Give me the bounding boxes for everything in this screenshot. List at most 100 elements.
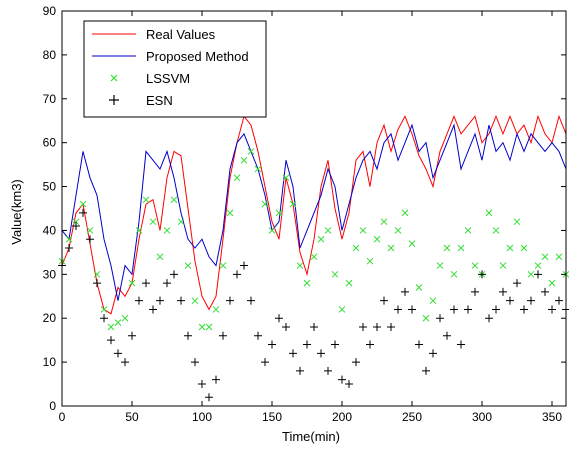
data-point: [408, 305, 416, 314]
data-point: [128, 279, 136, 287]
data-point: [492, 227, 500, 234]
data-point: [541, 253, 549, 261]
data-point: [345, 380, 353, 389]
y-tick-label: 80: [43, 48, 57, 62]
data-point: [527, 270, 535, 278]
data-point: [205, 393, 213, 402]
data-point: [324, 227, 332, 234]
data-point: [443, 331, 451, 340]
data-point: [86, 227, 94, 234]
series-1: [61, 123, 567, 301]
data-point: [247, 148, 255, 155]
data-point: [331, 270, 339, 278]
data-point: [520, 305, 528, 314]
data-point: [359, 227, 367, 234]
data-point: [422, 314, 430, 322]
data-point: [443, 244, 451, 252]
data-point: [177, 296, 185, 305]
data-point: [415, 340, 423, 349]
data-point: [135, 227, 143, 234]
data-point: [303, 279, 311, 287]
x-tick-label: 350: [542, 410, 562, 424]
data-point: [471, 262, 479, 269]
data-point: [142, 279, 150, 288]
data-point: [149, 218, 157, 226]
data-point: [163, 279, 171, 288]
data-point: [492, 305, 500, 314]
data-point: [387, 244, 395, 252]
data-point: [373, 235, 381, 243]
series-line-1: [61, 123, 567, 301]
data-point: [310, 253, 318, 261]
data-point: [240, 261, 248, 270]
data-point: [191, 297, 199, 305]
data-point: [317, 235, 325, 243]
data-point: [275, 209, 283, 217]
data-point: [247, 296, 255, 305]
data-point: [184, 262, 192, 269]
series-line-0: [61, 114, 567, 315]
data-point: [198, 380, 206, 389]
data-point: [149, 305, 157, 314]
data-point: [324, 366, 332, 375]
series-2: [58, 148, 569, 331]
legend-label: LSSVM: [146, 71, 190, 86]
legend-entry-3: ESN: [109, 93, 173, 108]
x-tick-label: 200: [332, 410, 352, 424]
data-point: [121, 358, 129, 367]
data-point: [394, 227, 402, 234]
data-point: [128, 331, 136, 340]
data-point: [345, 279, 353, 287]
data-point: [394, 305, 402, 314]
data-point: [114, 349, 122, 358]
data-point: [156, 253, 164, 261]
data-point: [380, 296, 388, 305]
data-point: [233, 174, 241, 182]
data-point: [555, 296, 563, 305]
data-point: [506, 296, 514, 305]
data-point: [114, 319, 122, 326]
data-point: [478, 270, 486, 279]
data-point: [191, 358, 199, 367]
data-point: [100, 314, 108, 323]
data-point: [513, 279, 521, 288]
data-point: [282, 174, 290, 182]
data-point: [233, 270, 241, 279]
series-3: [58, 208, 569, 402]
data-point: [79, 200, 87, 208]
data-point: [156, 296, 164, 305]
data-point: [212, 306, 220, 313]
y-tick-label: 70: [43, 92, 57, 106]
data-point: [86, 235, 94, 244]
x-tick-label: 50: [125, 410, 139, 424]
data-point: [275, 314, 283, 323]
data-point: [520, 244, 528, 252]
data-point: [471, 287, 479, 296]
data-point: [205, 323, 213, 331]
x-axis-label: Time(min): [282, 429, 340, 444]
data-point: [121, 314, 129, 322]
data-point: [72, 218, 80, 226]
data-point: [408, 240, 416, 247]
data-point: [289, 349, 297, 358]
y-tick-label: 20: [43, 311, 57, 325]
data-point: [163, 227, 171, 234]
y-tick-label: 30: [43, 267, 57, 281]
series-layer: [58, 114, 569, 402]
data-point: [373, 323, 381, 331]
data-point: [380, 218, 388, 226]
data-point: [65, 244, 73, 252]
axes-frame: [61, 10, 567, 407]
data-point: [254, 331, 262, 340]
data-point: [93, 270, 101, 278]
data-point: [100, 306, 108, 313]
data-point: [268, 340, 276, 349]
data-point: [170, 196, 178, 204]
x-tick-label: 0: [59, 410, 66, 424]
data-point: [184, 331, 192, 340]
legend-marker-swatch: [109, 95, 119, 105]
series-0: [61, 114, 567, 315]
data-point: [429, 297, 437, 305]
data-point: [415, 284, 423, 291]
